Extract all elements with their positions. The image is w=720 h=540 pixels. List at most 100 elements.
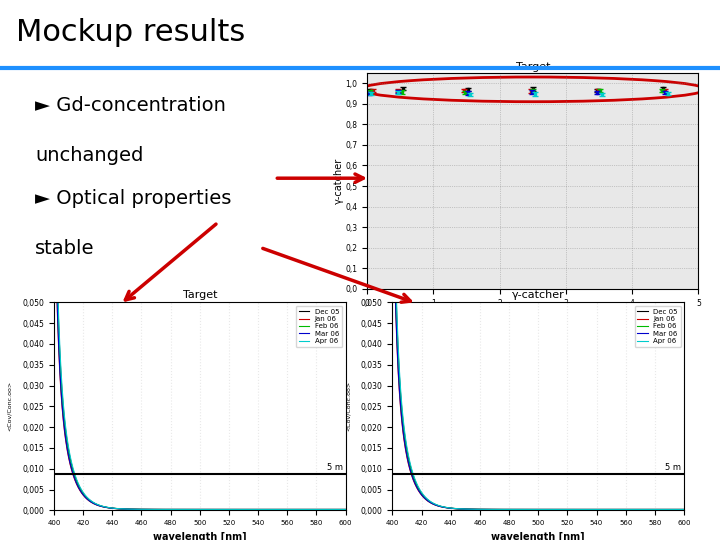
Mar 06 (277, 506, 286, 512)
Title: γ-catcher: γ-catcher (512, 290, 564, 300)
Mar 06 (168, 506, 176, 512)
Mar 06 (341, 506, 350, 512)
Feb 06 (168, 506, 176, 512)
X-axis label: wavelength [nm]: wavelength [nm] (153, 531, 247, 540)
Line: Feb 06: Feb 06 (392, 118, 684, 509)
Mar 06 (621, 506, 629, 512)
Dec 05 (588, 506, 597, 512)
Feb 06 (277, 506, 286, 512)
Jan 06 (516, 506, 525, 512)
Mar 06 (250, 506, 258, 512)
Dec 05 (168, 506, 176, 512)
Mar 06 (282, 506, 291, 512)
Text: Mockup results: Mockup results (16, 18, 246, 47)
Feb 06 (680, 506, 688, 512)
Apr 06 (250, 506, 258, 512)
Jan 06 (616, 506, 624, 512)
Dec 05 (418, 491, 426, 497)
Jan 06 (282, 506, 291, 512)
Text: <Cov/Conc.oo>: <Cov/Conc.oo> (7, 381, 12, 431)
Apr 06 (168, 506, 176, 512)
Apr 06 (516, 506, 525, 512)
Jan 06 (418, 492, 426, 499)
Jan 06 (277, 506, 286, 512)
Dec 05 (277, 506, 286, 512)
Jan 06 (388, 141, 397, 147)
Dec 05 (616, 506, 624, 512)
Dec 05 (282, 506, 291, 512)
Y-axis label: γ-catcher: γ-catcher (334, 158, 344, 204)
Apr 06 (341, 506, 350, 512)
Jan 06 (250, 506, 258, 512)
Title: Target: Target (183, 290, 217, 300)
Mar 06 (616, 506, 624, 512)
Dec 05 (79, 491, 88, 497)
Feb 06 (388, 115, 397, 122)
Line: Jan 06: Jan 06 (54, 144, 346, 509)
Feb 06 (616, 506, 624, 512)
Apr 06 (50, 71, 58, 78)
Dec 05 (250, 506, 258, 512)
X-axis label: wavelength [nm]: wavelength [nm] (491, 531, 585, 540)
Text: 5 m: 5 m (665, 463, 681, 472)
Dec 05 (506, 506, 515, 512)
Line: Dec 05: Dec 05 (54, 92, 346, 509)
Text: ► Gd-concentration: ► Gd-concentration (35, 96, 226, 115)
Apr 06 (178, 506, 186, 512)
Feb 06 (621, 506, 629, 512)
Mar 06 (79, 492, 88, 499)
Line: Apr 06: Apr 06 (54, 75, 346, 509)
Dec 05 (621, 506, 629, 512)
Jan 06 (680, 506, 688, 512)
Apr 06 (588, 506, 597, 512)
Apr 06 (282, 506, 291, 512)
Mar 06 (506, 506, 515, 512)
Dec 05 (50, 89, 58, 95)
Feb 06 (250, 506, 258, 512)
Feb 06 (282, 506, 291, 512)
Jan 06 (178, 506, 186, 512)
Jan 06 (341, 506, 350, 512)
Feb 06 (50, 115, 58, 122)
Line: Mar 06: Mar 06 (392, 136, 684, 509)
Jan 06 (79, 492, 88, 499)
Line: Apr 06: Apr 06 (392, 75, 684, 509)
Feb 06 (516, 506, 525, 512)
Jan 06 (506, 506, 515, 512)
Jan 06 (621, 506, 629, 512)
Line: Dec 05: Dec 05 (392, 92, 684, 509)
Text: <Cov/Conc.oo>: <Cov/Conc.oo> (346, 381, 351, 431)
Apr 06 (418, 490, 426, 496)
Jan 06 (50, 141, 58, 147)
Apr 06 (616, 506, 624, 512)
Mar 06 (50, 132, 58, 139)
Mar 06 (388, 132, 397, 139)
Line: Feb 06: Feb 06 (54, 118, 346, 509)
Feb 06 (588, 506, 597, 512)
Line: Jan 06: Jan 06 (392, 144, 684, 509)
Text: stable: stable (35, 239, 94, 258)
Dec 05 (680, 506, 688, 512)
Apr 06 (506, 506, 515, 512)
Feb 06 (341, 506, 350, 512)
Jan 06 (168, 506, 176, 512)
Dec 05 (516, 506, 525, 512)
Apr 06 (621, 506, 629, 512)
Dec 05 (388, 89, 397, 95)
Feb 06 (79, 491, 88, 498)
Line: Mar 06: Mar 06 (54, 136, 346, 509)
Dec 05 (341, 506, 350, 512)
Mar 06 (588, 506, 597, 512)
Mar 06 (680, 506, 688, 512)
Title: Target: Target (516, 62, 550, 72)
Feb 06 (178, 506, 186, 512)
Text: unchanged: unchanged (35, 146, 143, 165)
Feb 06 (506, 506, 515, 512)
Dec 05 (178, 506, 186, 512)
X-axis label: months: months (514, 309, 552, 319)
Apr 06 (277, 506, 286, 512)
Legend: Dec 05, Jan 06, Feb 06, Mar 06, Apr 06: Dec 05, Jan 06, Feb 06, Mar 06, Apr 06 (296, 306, 342, 347)
Text: 5 m: 5 m (327, 463, 343, 472)
Jan 06 (588, 506, 597, 512)
Text: ► Optical properties: ► Optical properties (35, 189, 232, 208)
